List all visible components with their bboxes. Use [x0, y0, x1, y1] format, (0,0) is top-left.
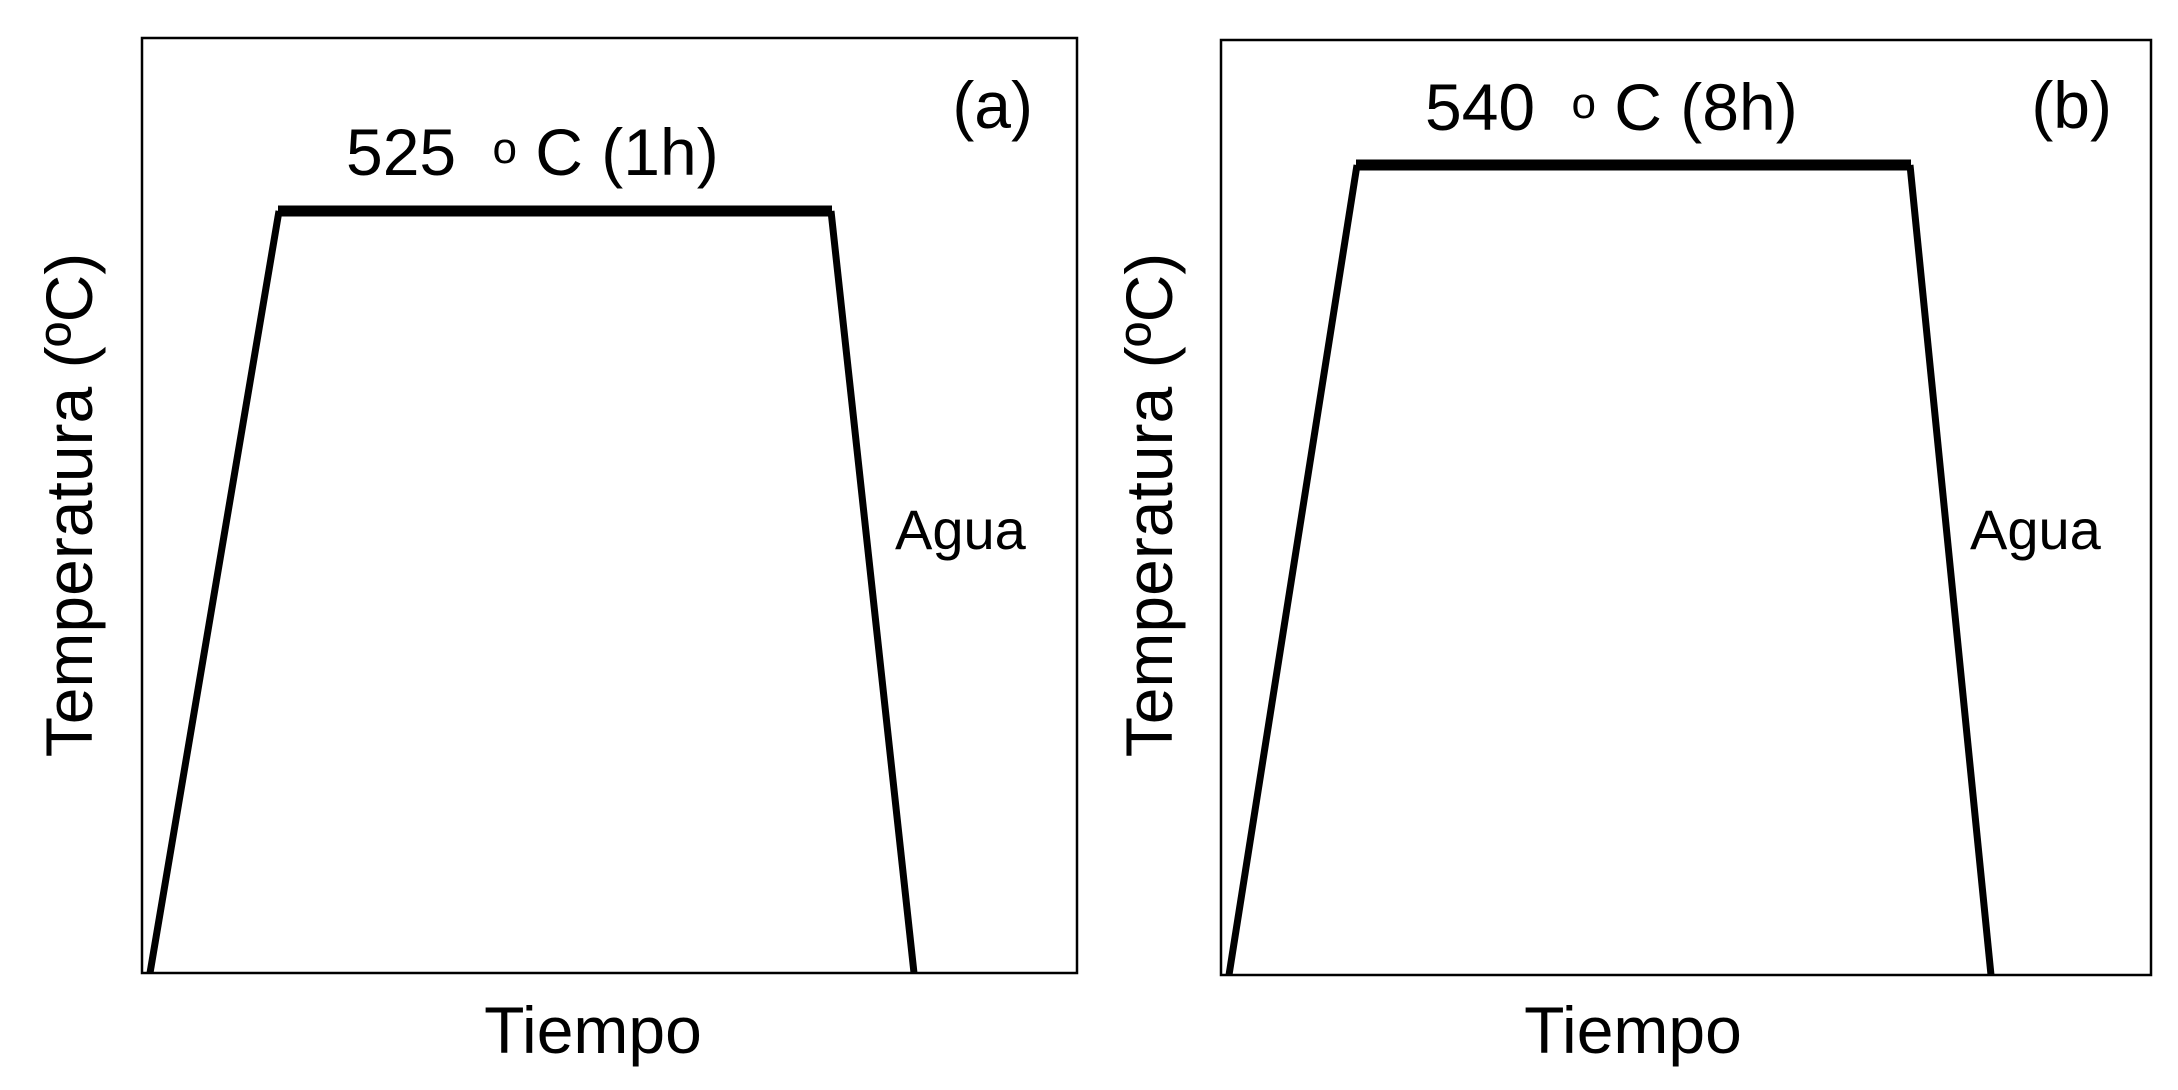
panel-a-ylabel: Temperatura (ºC) — [32, 253, 106, 758]
panel-b-ylabel: Temperatura (ºC) — [1112, 253, 1186, 758]
panel-a-heating-ramp — [146, 210, 283, 974]
panel-b-unit-hold: C (8h) — [1614, 70, 1797, 144]
panel-b-temperature-label: 540 o C (8h) — [1425, 58, 1798, 144]
panel-b-quench-label: Agua — [1970, 498, 2102, 561]
panel-a-quench-ramp — [827, 210, 918, 974]
panel-a-unit-hold: C (1h) — [535, 115, 718, 189]
panel-a-frame — [140, 36, 1079, 975]
panel-a-degree-sign: o — [492, 124, 516, 173]
panel-b-xlabel: Tiempo — [1524, 993, 1742, 1067]
panel-b-heating-ramp — [1225, 164, 1361, 976]
panel-a-letter: (a) — [952, 68, 1033, 142]
panel-a-quench-label: Agua — [895, 498, 1027, 561]
panel-b-letter: (b) — [2031, 68, 2112, 142]
panel-b-frame — [1219, 38, 2153, 977]
panel-a-xlabel: Tiempo — [484, 993, 702, 1067]
panel-b-temperature-value: 540 — [1425, 70, 1535, 144]
panel-a: (a) 525 o C (1h) Agua Tiempo Temperatura… — [32, 36, 1079, 1067]
panel-b: (b) 540 o C (8h) Agua Tiempo Temperatura… — [1112, 38, 2153, 1067]
panel-b-quench-ramp — [1906, 164, 1995, 976]
panel-b-degree-sign: o — [1571, 79, 1595, 128]
panel-a-temperature-value: 525 — [346, 115, 456, 189]
panel-a-temperature-label: 525 o C (1h) — [346, 103, 719, 189]
